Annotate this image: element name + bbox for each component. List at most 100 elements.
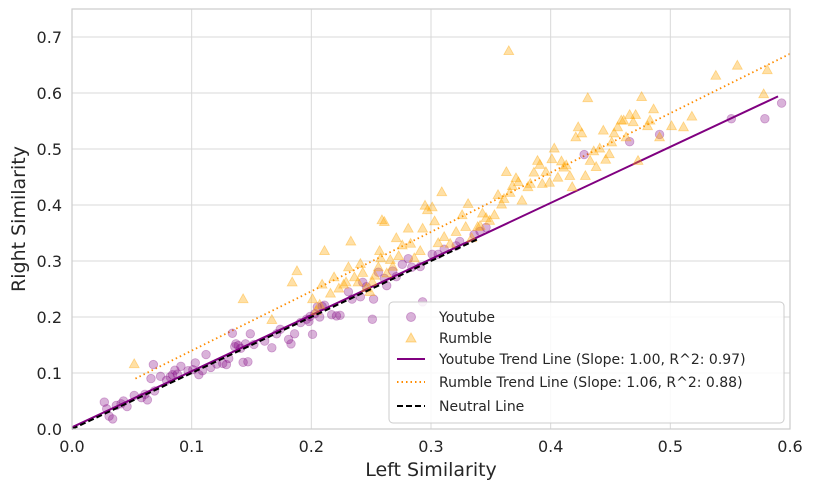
youtube-point — [388, 266, 398, 276]
rumble-point — [324, 287, 337, 298]
youtube-point — [407, 262, 417, 272]
youtube-point — [231, 339, 241, 349]
rumble-point — [352, 276, 364, 287]
youtube-point — [243, 357, 253, 367]
youtube-point — [373, 267, 384, 277]
youtube-point — [760, 114, 770, 124]
rumble-point — [579, 169, 591, 180]
rumble-point — [584, 154, 596, 165]
youtube-point — [99, 397, 110, 407]
youtube-point — [579, 149, 589, 160]
rumble-point — [516, 194, 528, 205]
rumble-point — [588, 145, 600, 156]
rumble-point — [528, 166, 540, 177]
rumble-point — [641, 120, 654, 131]
rumble-point — [608, 127, 620, 138]
rumble-point — [286, 276, 298, 287]
rumble-point — [291, 265, 303, 276]
rumble-point — [582, 92, 594, 103]
rumble-point — [618, 114, 630, 125]
youtube-point — [172, 369, 183, 379]
rumble-point — [366, 275, 378, 286]
rumble-point — [710, 69, 722, 80]
rumble-point — [393, 249, 405, 261]
rumble-point — [128, 358, 140, 369]
rumble-point — [536, 177, 548, 188]
rumble-point — [522, 181, 534, 192]
youtube-point — [455, 236, 465, 247]
legend-box — [388, 301, 785, 424]
youtube-point — [335, 310, 345, 321]
rumble-point — [566, 181, 578, 192]
rumble-point — [540, 165, 552, 177]
legend-neutral-label: Neutral Line — [439, 399, 524, 415]
rumble-point — [555, 155, 568, 166]
youtube-point — [397, 259, 407, 270]
x-tick-label: 0.3 — [418, 437, 443, 456]
rumble-point — [594, 142, 606, 153]
y-tick-label: 0.6 — [37, 84, 62, 103]
rumble-point — [405, 237, 417, 248]
rumble-point — [237, 293, 249, 304]
rumble-point — [357, 266, 369, 277]
x-tick-label: 0.2 — [299, 437, 324, 456]
rumble-point — [552, 171, 564, 182]
youtube-point — [307, 329, 318, 340]
youtube-point — [367, 314, 378, 324]
youtube-point — [146, 373, 156, 384]
rumble-point — [548, 142, 560, 153]
youtube-point — [301, 314, 312, 324]
legend-youtube-label: Youtube — [438, 310, 495, 326]
rumble-point — [500, 165, 513, 177]
rumble-point — [731, 59, 743, 70]
rumble-point — [436, 186, 448, 197]
youtube-point — [326, 310, 337, 320]
youtube-point — [289, 329, 300, 339]
x-tick-labels: 0.0 0.1 0.2 0.3 0.4 0.5 0.6 — [59, 437, 802, 456]
rumble-point — [306, 293, 319, 304]
rumble-point — [480, 211, 492, 222]
rumble-point — [506, 179, 518, 191]
rumble-point — [560, 159, 572, 170]
x-tick-label: 0.1 — [179, 437, 204, 456]
youtube-point — [142, 395, 153, 405]
youtube-point — [283, 334, 294, 345]
rumble-point — [402, 222, 414, 233]
rumble-point — [758, 88, 770, 99]
rumble-point — [677, 121, 690, 132]
youtube-point — [107, 414, 118, 424]
rumble-point — [428, 215, 441, 226]
rumble-point — [438, 230, 450, 241]
rumble-point — [456, 209, 468, 220]
youtube-point — [624, 137, 635, 147]
rumble-point — [572, 121, 584, 132]
rumble-point — [558, 161, 570, 172]
rumble-point — [381, 267, 393, 278]
rumble-point — [484, 214, 496, 225]
rumble-point — [603, 148, 615, 159]
rumble-point — [348, 271, 361, 282]
rumble-point — [476, 207, 489, 218]
rumble-point — [419, 199, 431, 210]
rumble-point — [570, 131, 582, 142]
youtube-point — [190, 358, 200, 368]
rumble-point — [600, 153, 612, 164]
legend-youtube-trend-label: Youtube Trend Line (Slope: 1.00, R^2: 0.… — [438, 352, 746, 368]
youtube-point — [403, 254, 413, 264]
youtube-point — [439, 244, 449, 254]
youtube-point — [111, 400, 121, 411]
y-axis-label: Right Similarity — [8, 146, 30, 292]
rumble-point — [338, 278, 350, 289]
rumble-point — [426, 201, 438, 212]
rumble-point — [564, 169, 576, 180]
rumble-point — [627, 116, 639, 127]
x-tick-label: 0.5 — [658, 437, 683, 456]
rumble-point — [384, 253, 396, 264]
youtube-point — [267, 343, 277, 353]
youtube-point — [776, 98, 787, 108]
rumble-point — [421, 204, 434, 215]
y-tick-label: 0.2 — [37, 308, 62, 327]
trend-lines — [71, 52, 791, 429]
rumble-point — [606, 136, 618, 147]
youtube-point — [167, 369, 178, 380]
